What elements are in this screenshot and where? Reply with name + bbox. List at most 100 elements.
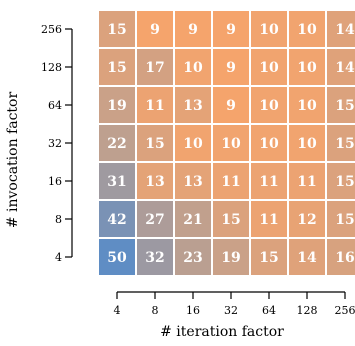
y-tick-label: 32 xyxy=(48,137,62,150)
heatmap-cell xyxy=(327,125,355,161)
heatmap-cell-label: 13 xyxy=(183,174,202,190)
heatmap-cell xyxy=(289,163,325,199)
y-axis-title: # invocation factor xyxy=(5,92,21,229)
heatmap-cell xyxy=(213,49,249,85)
x-tick-label: 32 xyxy=(224,304,238,317)
y-tick-label: 256 xyxy=(41,23,62,36)
heatmap-cell-label: 10 xyxy=(183,136,203,152)
heatmap-cell-label: 10 xyxy=(259,22,279,38)
heatmap-cell-label: 19 xyxy=(107,98,126,114)
heatmap-cell xyxy=(137,201,173,237)
heatmap-cell xyxy=(175,49,211,85)
heatmap-cell-label: 9 xyxy=(226,60,236,76)
heatmap-cell xyxy=(175,125,211,161)
heatmap-cell-label: 27 xyxy=(145,212,164,228)
heatmap-cell-label: 15 xyxy=(107,22,126,38)
heatmap-cell xyxy=(327,163,355,199)
heatmap-cell xyxy=(137,49,173,85)
heatmap-cell xyxy=(251,239,287,275)
heatmap-cells: 15 9 9 9 10 10 14 15 17 10 9 10 10 14 19 11 13 9 10 10 15 22 1… xyxy=(98,10,355,276)
heatmap-cell xyxy=(213,239,249,275)
y-axis: 256 128 64 32 16 8 4 xyxy=(41,23,73,264)
heatmap-cell-label: 11 xyxy=(145,98,164,114)
heatmap-cell-label: 9 xyxy=(188,22,198,38)
heatmap-cell xyxy=(213,125,249,161)
heatmap-cell xyxy=(99,239,135,275)
heatmap-cell xyxy=(251,125,287,161)
heatmap-cell xyxy=(99,125,135,161)
heatmap-cell xyxy=(289,11,325,47)
heatmap-cell xyxy=(251,87,287,123)
heatmap-cell-label: 10 xyxy=(183,60,203,76)
heatmap-cell-label: 31 xyxy=(107,174,126,190)
heatmap-cell xyxy=(327,239,355,275)
x-tick-label: 128 xyxy=(297,304,318,317)
heatmap-cell-label: 10 xyxy=(297,22,317,38)
heatmap-cell xyxy=(327,49,355,85)
heatmap-cell-label: 11 xyxy=(259,174,278,190)
heatmap-cell-label: 10 xyxy=(259,136,279,152)
heatmap-cell xyxy=(327,201,355,237)
heatmap-cell xyxy=(289,49,325,85)
heatmap-cell xyxy=(99,87,135,123)
heatmap-cell-label: 11 xyxy=(297,174,316,190)
heatmap-cell-label: 17 xyxy=(145,60,164,76)
heatmap-cell-label: 10 xyxy=(259,60,279,76)
heatmap-cell-label: 10 xyxy=(259,98,279,114)
heatmap-cell xyxy=(213,201,249,237)
heatmap-cell xyxy=(175,163,211,199)
heatmap-cell xyxy=(213,163,249,199)
heatmap-cell xyxy=(213,11,249,47)
heatmap-cell-label: 10 xyxy=(297,136,317,152)
heatmap-cell xyxy=(99,201,135,237)
heatmap-cell-label: 9 xyxy=(226,98,236,114)
x-tick-label: 8 xyxy=(152,304,159,317)
y-tick-label: 128 xyxy=(41,61,62,74)
y-tick-label: 64 xyxy=(48,99,62,112)
heatmap-cell-label: 15 xyxy=(335,98,354,114)
heatmap-cell-label: 22 xyxy=(107,136,126,152)
heatmap-cell xyxy=(175,201,211,237)
heatmap-cell-label: 15 xyxy=(145,136,164,152)
heatmap-cell-label: 12 xyxy=(297,212,316,228)
heatmap-cell-label: 15 xyxy=(221,212,240,228)
heatmap-cell xyxy=(327,11,355,47)
heatmap-cell xyxy=(175,87,211,123)
x-axis-title: # iteration factor xyxy=(160,324,284,340)
heatmap-cell xyxy=(289,125,325,161)
heatmap-cell xyxy=(137,163,173,199)
heatmap-cell xyxy=(213,87,249,123)
heatmap-cell-label: 9 xyxy=(150,22,160,38)
x-tick-label: 4 xyxy=(114,304,121,317)
heatmap-cell-label: 21 xyxy=(183,212,202,228)
y-tick-label: 4 xyxy=(55,251,62,264)
heatmap-cell xyxy=(251,163,287,199)
x-axis: 4 8 16 32 64 128 256 xyxy=(114,291,355,317)
heatmap-cell-label: 50 xyxy=(107,250,127,266)
heatmap-cell-label: 15 xyxy=(335,212,354,228)
heatmap-cell xyxy=(251,49,287,85)
heatmap-cell xyxy=(289,87,325,123)
heatmap-cell-label: 19 xyxy=(221,250,240,266)
heatmap-cell xyxy=(327,87,355,123)
heatmap-cell-label: 10 xyxy=(221,136,241,152)
heatmap-cell-label: 15 xyxy=(335,174,354,190)
heatmap-cell-label: 14 xyxy=(297,250,317,266)
x-tick-label: 64 xyxy=(262,304,276,317)
heatmap-cell xyxy=(251,11,287,47)
heatmap-cell xyxy=(289,239,325,275)
heatmap-cell xyxy=(175,239,211,275)
heatmap-cell xyxy=(137,87,173,123)
x-tick-label: 256 xyxy=(335,304,355,317)
heatmap-cell xyxy=(175,11,211,47)
heatmap-cell-label: 11 xyxy=(221,174,240,190)
heatmap-cell xyxy=(99,163,135,199)
y-tick-label: 8 xyxy=(55,213,62,226)
heatmap-cell-label: 23 xyxy=(183,250,202,266)
heatmap-cell xyxy=(99,49,135,85)
heatmap-cell xyxy=(289,201,325,237)
heatmap-cell-label: 11 xyxy=(259,212,278,228)
heatmap-cell-label: 10 xyxy=(297,60,317,76)
heatmap-cell-label: 10 xyxy=(297,98,317,114)
x-tick-label: 16 xyxy=(186,304,200,317)
